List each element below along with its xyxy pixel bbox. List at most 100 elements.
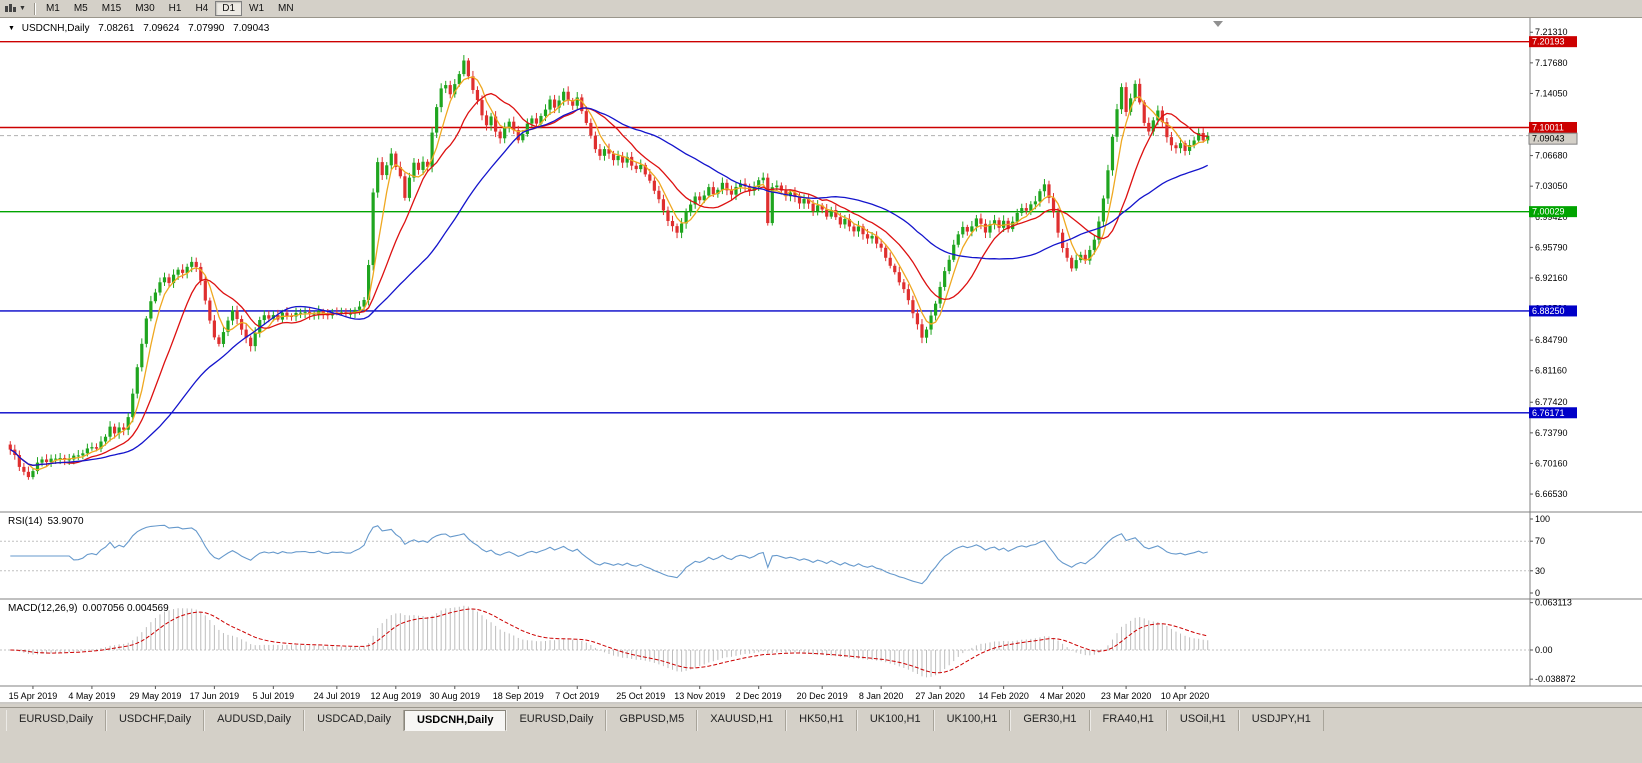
chart-tab-uk100-h1[interactable]: UK100,H1 <box>856 710 934 731</box>
panel-separators <box>0 18 1642 704</box>
timeframe-button-m5[interactable]: M5 <box>73 3 88 14</box>
chart-type-dropdown-icon[interactable]: ▼ <box>19 5 26 12</box>
timeframe-toolbar: ▼ M1 M5 M15 M30 H1 H4 D1 W1 MN <box>0 0 1642 18</box>
timeframe-button-h1[interactable]: H1 <box>168 3 182 14</box>
date-axis-label: 13 Nov 2019 <box>674 691 725 701</box>
chart-tab-usdchf-daily[interactable]: USDCHF,Daily <box>105 710 205 731</box>
date-axis-label: 27 Jan 2020 <box>915 691 965 701</box>
price-axis-label: 7.06680 <box>1535 151 1568 161</box>
date-axis-label: 4 May 2019 <box>68 691 115 701</box>
macd-signal-line <box>10 608 1208 674</box>
price-axis-label: 7.17680 <box>1535 58 1568 68</box>
macd-axis-label: -0.038872 <box>1535 674 1576 684</box>
date-axis-label: 14 Feb 2020 <box>978 691 1029 701</box>
price-axis-label: 6.92160 <box>1535 273 1568 283</box>
price-level-tag <box>1529 305 1577 317</box>
rsi-name: RSI(14) <box>8 516 43 527</box>
chart-tab-xauusd-h1[interactable]: XAUUSD,H1 <box>697 710 787 731</box>
price-axis-label: 6.95790 <box>1535 242 1568 252</box>
rsi-axis-label: 30 <box>1535 566 1545 576</box>
chart-tab-hk50-h1[interactable]: HK50,H1 <box>786 710 857 731</box>
ohlc-high: 7.09624 <box>143 23 180 34</box>
rsi-value: 53.9070 <box>47 516 84 527</box>
timeframe-button-d1[interactable]: D1 <box>215 1 243 16</box>
ma-line-slow <box>9 107 1208 466</box>
chart-tab-usdjpy-h1[interactable]: USDJPY,H1 <box>1238 710 1324 731</box>
ma-line-mid <box>9 92 1208 466</box>
svg-text:7.20193: 7.20193 <box>1532 37 1565 47</box>
date-axis-label: 8 Jan 2020 <box>859 691 904 701</box>
price-level-tag <box>1529 121 1577 133</box>
price-axis-label: 7.14050 <box>1535 88 1568 98</box>
timeframe-button-mn[interactable]: MN <box>278 3 294 14</box>
date-axis-label: 20 Dec 2019 <box>797 691 848 701</box>
ohlc-open: 7.08261 <box>98 23 135 34</box>
price-level-tag <box>1529 36 1577 48</box>
chart-tab-bar: EURUSD,Daily USDCHF,Daily AUDUSD,Daily USDC… <box>0 707 1642 731</box>
date-axis-label: 29 May 2019 <box>129 691 181 701</box>
svg-text:7.10011: 7.10011 <box>1532 122 1564 132</box>
price-axis-label: 6.77420 <box>1535 397 1568 407</box>
symbol-title: USDCNH,Daily <box>21 23 90 34</box>
macd-panel: 0.063113 0.00 -0.038872 <box>0 598 1576 684</box>
chart-tab-usdcnh-daily[interactable]: USDCNH,Daily <box>404 710 507 731</box>
timeframe-button-m30[interactable]: M30 <box>135 3 155 14</box>
moving-averages-layer <box>9 76 1209 471</box>
macd-name: MACD(12,26,9) <box>8 603 78 614</box>
rsi-axis-label: 70 <box>1535 536 1545 546</box>
price-chart-plot[interactable]: 7.213107.176807.140507.066807.030506.994… <box>0 18 1642 704</box>
date-axis-label: 2 Dec 2019 <box>736 691 782 701</box>
timeframe-button-h4[interactable]: H4 <box>195 3 209 14</box>
svg-text:6.88250: 6.88250 <box>1532 306 1565 316</box>
timeframe-button-m15[interactable]: M15 <box>101 3 122 14</box>
date-axis-label: 5 Jul 2019 <box>253 691 295 701</box>
date-axis-label: 15 Apr 2019 <box>9 691 58 701</box>
horizontal-level-lines <box>0 40 1530 414</box>
chart-panel: 7.213107.176807.140507.066807.030506.994… <box>0 18 1642 704</box>
price-axis-label: 6.66530 <box>1535 489 1568 499</box>
symbol-dropdown-icon[interactable]: ▼ <box>8 25 15 32</box>
chart-tab-usoil-h1[interactable]: USOil,H1 <box>1166 710 1239 731</box>
date-axis-label: 4 Mar 2020 <box>1040 691 1086 701</box>
svg-text:7.09043: 7.09043 <box>1532 134 1565 144</box>
chart-tab-eurusd-daily[interactable]: EURUSD,Daily <box>6 710 106 731</box>
timeframe-buttons: M1 M5 M15 M30 H1 H4 D1 W1 MN <box>39 1 301 16</box>
price-level-tag <box>1529 407 1577 419</box>
svg-text:7.00029: 7.00029 <box>1532 207 1565 217</box>
date-axis-label: 24 Jul 2019 <box>314 691 361 701</box>
rsi-axis-label: 0 <box>1535 588 1540 598</box>
chart-tab-eurusd-daily[interactable]: EURUSD,Daily <box>506 710 607 731</box>
toolbar-separator <box>33 2 35 15</box>
price-axis-label: 6.81160 <box>1535 366 1567 376</box>
date-axis: 15 Apr 2019 4 May 2019 29 May 2019 17 Jun 2… <box>9 686 1210 701</box>
date-axis-label: 17 Jun 2019 <box>190 691 240 701</box>
chart-tab-uk100-h1[interactable]: UK100,H1 <box>933 710 1011 731</box>
price-axis: 7.213107.176807.140507.066807.030506.994… <box>1213 21 1578 499</box>
price-level-tag <box>1529 206 1577 218</box>
ohlc-close: 7.09043 <box>233 23 270 34</box>
ohlc-low: 7.07990 <box>188 23 225 34</box>
chart-tab-audusd-daily[interactable]: AUDUSD,Daily <box>204 710 305 731</box>
current-price-tag <box>1528 132 1578 145</box>
date-axis-label: 23 Mar 2020 <box>1101 691 1152 701</box>
rsi-panel: 100 70 30 0 <box>0 514 1550 598</box>
date-axis-label: 10 Apr 2020 <box>1161 691 1210 701</box>
ma-line-fast <box>9 76 1209 471</box>
date-axis-label: 25 Oct 2019 <box>616 691 665 701</box>
price-axis-label: 7.21310 <box>1535 27 1568 37</box>
macd-values: 0.007056 0.004569 <box>82 603 169 614</box>
price-axis-label: 6.84790 <box>1535 335 1568 345</box>
date-axis-label: 12 Aug 2019 <box>371 691 422 701</box>
chart-tab-gbpusd-m5[interactable]: GBPUSD,M5 <box>606 710 698 731</box>
chart-tab-fra40-h1[interactable]: FRA40,H1 <box>1089 710 1167 731</box>
macd-axis-label: 0.063113 <box>1535 598 1572 608</box>
timeframe-button-w1[interactable]: W1 <box>249 3 265 14</box>
chart-tab-usdcad-daily[interactable]: USDCAD,Daily <box>304 710 405 731</box>
chart-type-icon[interactable] <box>4 3 17 14</box>
timeframe-button-m1[interactable]: M1 <box>45 3 60 14</box>
macd-indicator-label: MACD(12,26,9) 0.007056 0.004569 <box>8 603 169 614</box>
chart-tab-ger30-h1[interactable]: GER30,H1 <box>1010 710 1090 731</box>
date-axis-label: 30 Aug 2019 <box>429 691 480 701</box>
rsi-axis-label: 100 <box>1535 514 1550 524</box>
